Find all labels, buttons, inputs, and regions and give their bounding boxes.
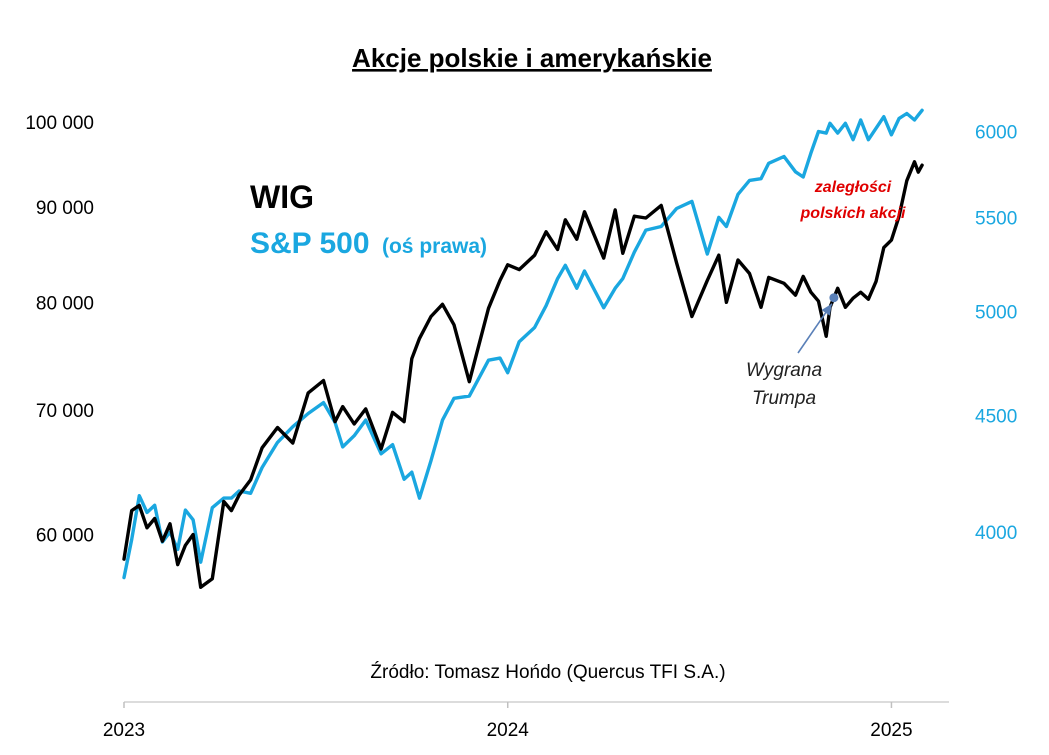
x-axis-ticks: 2023 2024 2025 (103, 702, 913, 741)
right-axis-ticks: 4000 4500 5000 5500 6000 (975, 122, 1017, 544)
annotation-backlog-line1: zaległości (814, 179, 892, 196)
left-axis-ticks: 60 000 70 000 80 000 90 000 100 000 (25, 113, 94, 546)
right-tick-label: 5000 (975, 303, 1017, 324)
annotation-backlog: zaległości polskich akcji (800, 179, 906, 222)
chart-title: Akcje polskie i amerykańskie (352, 43, 712, 73)
left-tick-label: 90 000 (36, 198, 94, 219)
right-tick-label: 4500 (975, 407, 1017, 428)
annotation-backlog-line2: polskich akcji (800, 205, 906, 222)
right-tick-label: 6000 (975, 122, 1017, 143)
right-tick-label: 4000 (975, 523, 1017, 544)
annotation-trump: Wygrana Trumpa (746, 293, 839, 409)
x-tick-label: 2023 (103, 720, 145, 741)
legend: WIG S&P 500 (oś prawa) (250, 179, 487, 260)
legend-sp500-note: (oś prawa) (382, 235, 487, 258)
series-line-s-p-500 (122, 108, 924, 580)
left-tick-label: 70 000 (36, 401, 94, 422)
annotation-trump-line1: Wygrana (746, 360, 822, 381)
legend-sp500-label: S&P 500 (250, 227, 370, 260)
left-tick-label: 80 000 (36, 293, 94, 314)
right-tick-label: 5500 (975, 208, 1017, 229)
left-tick-label: 100 000 (25, 113, 94, 134)
series-sp500 (122, 108, 924, 580)
legend-sp500: S&P 500 (oś prawa) (250, 227, 487, 260)
annotation-trump-marker (829, 293, 839, 303)
legend-wig-label: WIG (250, 179, 314, 215)
x-tick-label: 2024 (487, 720, 530, 741)
annotation-trump-arrowhead (821, 303, 832, 316)
left-tick-label: 60 000 (36, 525, 94, 546)
annotation-trump-line2: Trumpa (752, 388, 816, 409)
source-note: Źródło: Tomasz Hońdo (Quercus TFI S.A.) (370, 662, 725, 683)
x-tick-label: 2025 (870, 720, 912, 741)
